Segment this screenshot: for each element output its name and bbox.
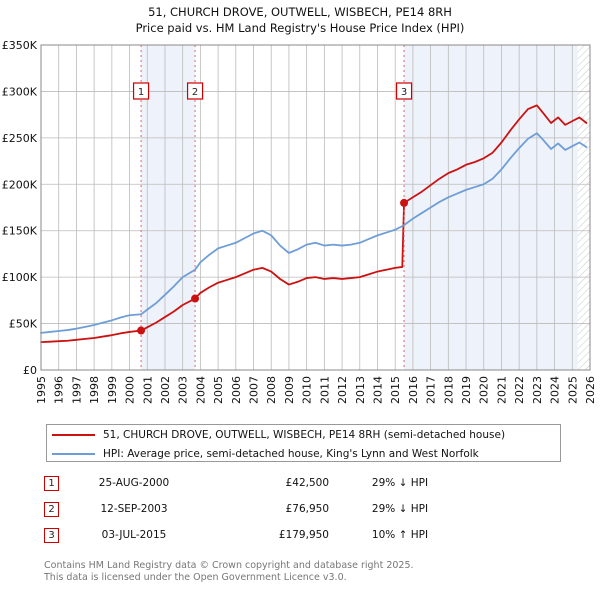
x-axis-tick-label: 1997 [70, 376, 83, 404]
x-axis-tick-label: 1995 [35, 376, 48, 404]
x-axis-tick-label: 2001 [141, 376, 154, 404]
x-axis-tick-label: 2009 [283, 376, 296, 404]
marker-label-box [186, 82, 204, 100]
legend-item-price-paid: 51, CHURCH DROVE, OUTWELL, WISBECH, PE14… [47, 425, 560, 444]
x-axis-tick-label: 2003 [177, 376, 190, 404]
x-axis-tick-label: 2006 [230, 376, 243, 404]
x-axis-tick-label: 2011 [318, 376, 331, 404]
transaction-point-marker [137, 326, 146, 335]
no-data-hatched-region [577, 45, 590, 370]
chart-legend: 51, CHURCH DROVE, OUTWELL, WISBECH, PE14… [46, 424, 561, 462]
transaction-hpi-delta: 29% ↓ HPI [371, 477, 429, 489]
y-axis-tick-label: £150K [2, 225, 38, 238]
marker-label-box [132, 82, 150, 100]
y-axis-tick-label: £100K [2, 271, 38, 284]
x-axis-tick-label: 2026 [584, 376, 597, 404]
transaction-hpi-delta: 10% ↑ HPI [371, 529, 429, 541]
x-axis-tick-label: 2002 [159, 376, 172, 404]
series-line-hpi [40, 132, 588, 334]
transaction-index-badge: 1 [44, 475, 59, 491]
x-axis-tick-label: 2018 [442, 376, 455, 404]
x-axis-tick-label: 2013 [354, 376, 367, 404]
legend-swatch-price-paid [52, 433, 95, 436]
transaction-date: 12-SEP-2003 [100, 503, 168, 515]
y-axis-tick-label: £300K [2, 85, 38, 98]
transaction-hpi-delta: 29% ↓ HPI [371, 503, 429, 515]
transaction-date: 03-JUL-2015 [101, 529, 167, 541]
x-axis-tick-label: 2012 [336, 376, 349, 404]
x-axis-tick-label: 2025 [566, 376, 579, 404]
transaction-date: 25-AUG-2000 [98, 477, 170, 489]
shaded-period-band [141, 45, 196, 370]
y-axis-tick-label: £0 [23, 364, 37, 377]
table-row: 3 03-JUL-2015 £179,950 10% ↑ HPI [44, 522, 564, 548]
marker-label-text: 1 [138, 87, 144, 98]
attribution-footer: Contains HM Land Registry data © Crown c… [44, 560, 584, 583]
legend-label-price-paid: 51, CHURCH DROVE, OUTWELL, WISBECH, PE14… [103, 428, 506, 441]
page-title: 51, CHURCH DROVE, OUTWELL, WISBECH, PE14… [0, 4, 600, 36]
marker-label-box [395, 82, 413, 100]
x-axis-tick-label: 2016 [407, 376, 420, 404]
y-axis-tick-label: £250K [2, 132, 38, 145]
table-row: 1 25-AUG-2000 £42,500 29% ↓ HPI [44, 470, 564, 496]
transaction-point-marker [400, 198, 409, 207]
x-axis-tick-label: 2017 [425, 376, 438, 404]
legend-item-hpi: HPI: Average price, semi-detached house,… [47, 444, 560, 463]
y-axis-tick-label: £50K [9, 318, 38, 331]
x-axis-tick-label: 2024 [549, 376, 562, 404]
x-axis-tick-label: 2007 [248, 376, 261, 404]
x-axis-tick-label: 1999 [106, 376, 119, 404]
transaction-point-marker [191, 294, 200, 303]
title-line-1: 51, CHURCH DROVE, OUTWELL, WISBECH, PE14… [148, 5, 452, 19]
title-line-2: Price paid vs. HM Land Registry's House … [135, 21, 465, 35]
legend-label-hpi: HPI: Average price, semi-detached house,… [103, 447, 479, 460]
x-axis-tick-label: 2010 [301, 376, 314, 404]
transactions-table: 1 25-AUG-2000 £42,500 29% ↓ HPI 2 12-SEP… [44, 470, 564, 548]
y-axis-tick-label: £350K [2, 39, 38, 52]
x-axis-tick-label: 2021 [495, 376, 508, 404]
x-axis-tick-label: 2020 [478, 376, 491, 404]
x-axis-tick-label: 2004 [194, 376, 207, 404]
marker-label-text: 2 [192, 87, 198, 98]
x-axis-tick-label: 2000 [124, 376, 137, 404]
x-axis-tick-label: 2019 [460, 376, 473, 404]
footer-line-1: Contains HM Land Registry data © Crown c… [44, 560, 414, 571]
price-history-chart: 1995 1996 1997 1998 1999 2000 2001 2002 2003 2004… [2, 39, 597, 404]
transaction-price: £42,500 [285, 477, 329, 489]
x-axis-tick-label: 1996 [53, 376, 66, 404]
x-axis-tick-label: 2022 [513, 376, 526, 404]
plot-frame [40, 44, 591, 371]
x-axis-tick-label: 2023 [531, 376, 544, 404]
transaction-index-badge: 2 [44, 501, 59, 517]
marker-label-text: 3 [401, 87, 407, 98]
shaded-period-band [404, 45, 590, 370]
transaction-price: £76,950 [285, 503, 329, 515]
table-row: 2 12-SEP-2003 £76,950 29% ↓ HPI [44, 496, 564, 522]
footer-line-2: This data is licensed under the Open Gov… [44, 571, 347, 583]
x-axis-tick-label: 2005 [212, 376, 225, 404]
transaction-index-badge: 3 [44, 527, 59, 543]
x-axis-tick-label: 2015 [389, 376, 402, 404]
x-axis-tick-label: 2008 [265, 376, 278, 404]
legend-swatch-hpi [52, 452, 95, 455]
y-axis-tick-label: £200K [2, 178, 38, 191]
transaction-price: £179,950 [278, 529, 329, 541]
x-axis-tick-label: 2014 [371, 376, 384, 404]
x-axis-tick-label: 1998 [88, 376, 101, 404]
